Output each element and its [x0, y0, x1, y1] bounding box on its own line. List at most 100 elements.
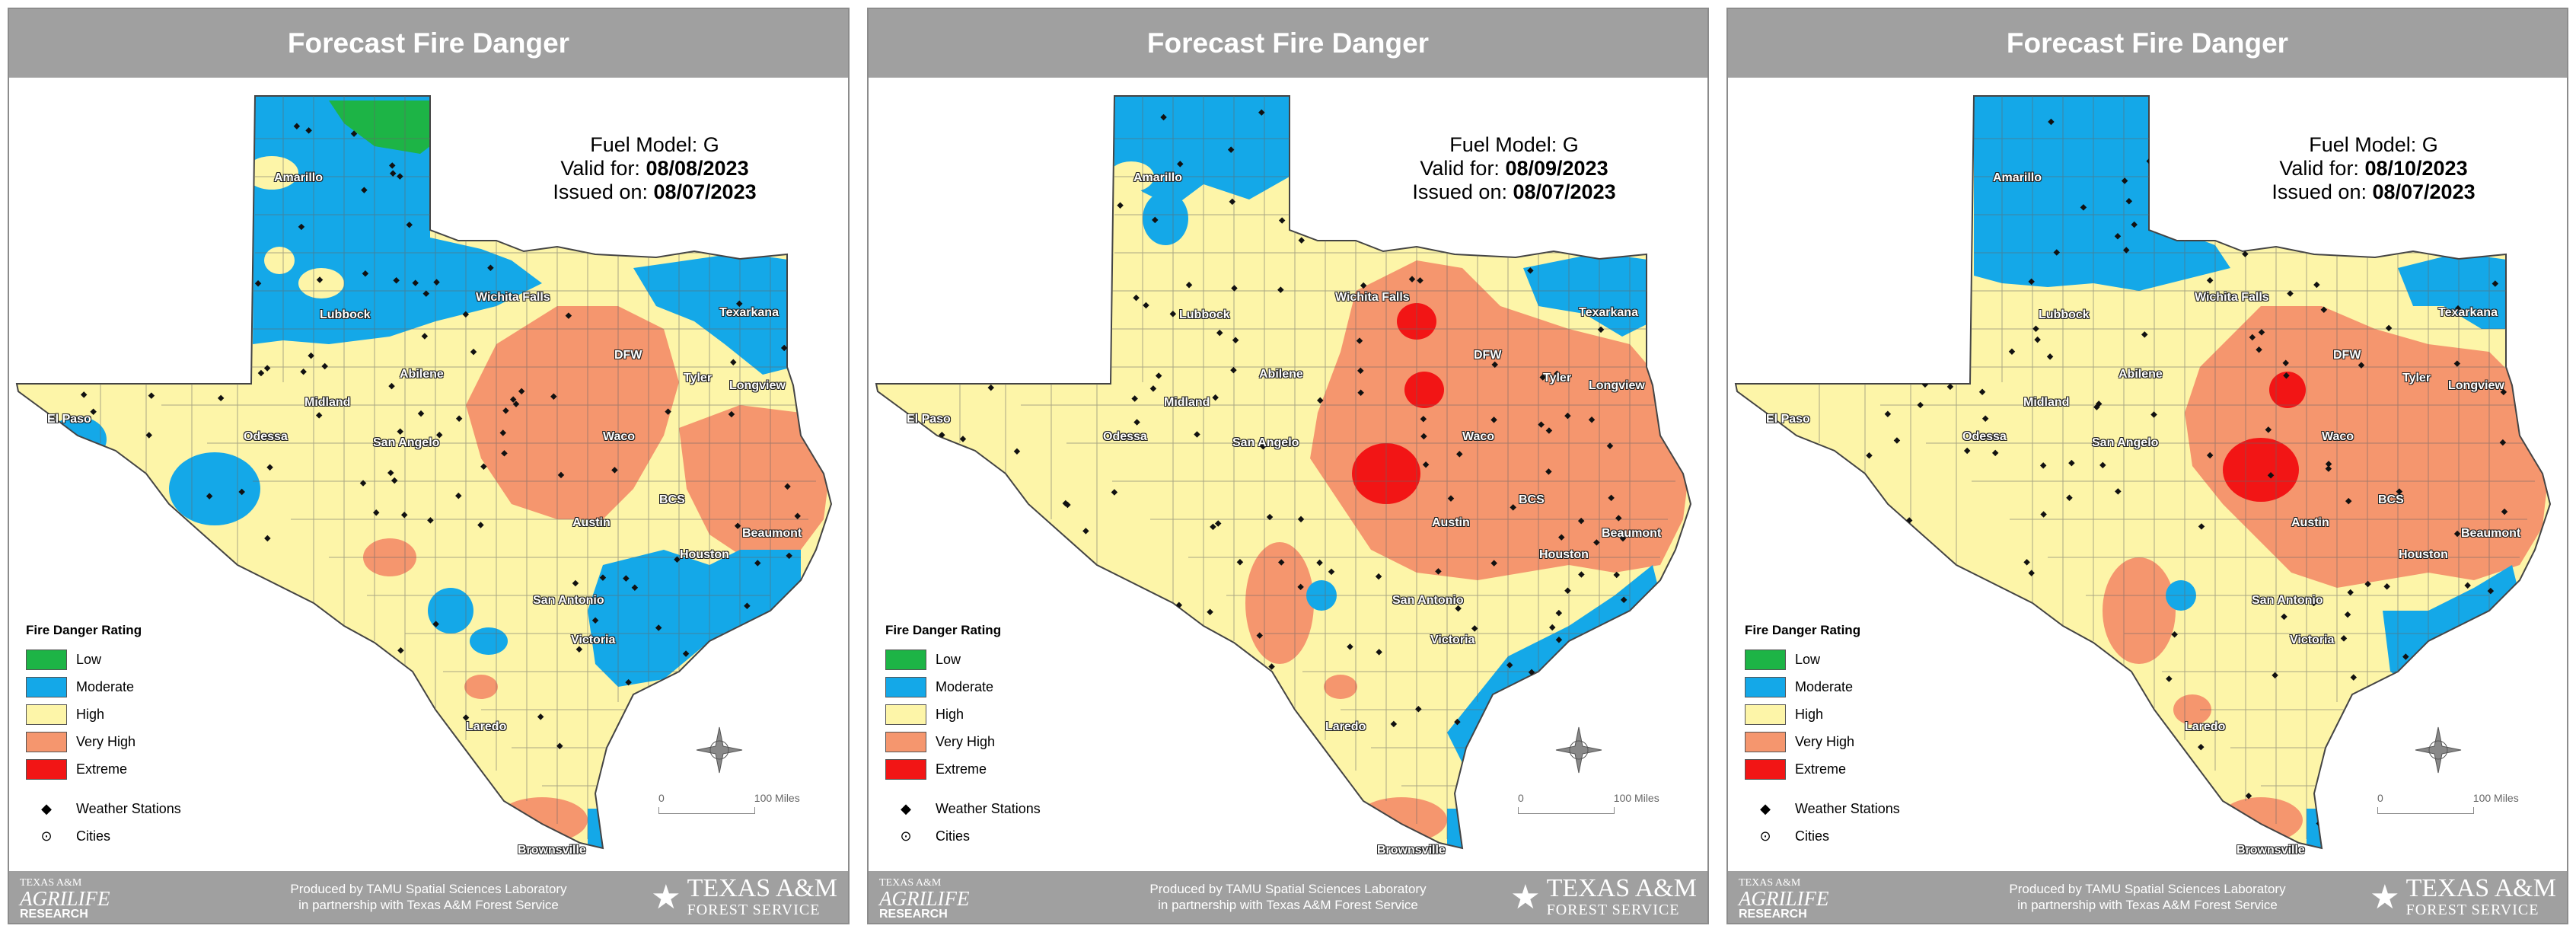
weather-station-marker [206, 493, 213, 500]
weather-station-icon: ◆ [901, 800, 911, 816]
legend-swatch-very-high [26, 731, 67, 752]
weather-station-marker [2192, 802, 2198, 809]
city-label-brownsville: Brownsville [518, 844, 586, 857]
footer-bar: TEXAS A&M AGRILIFE RESEARCH Produced by TA… [1728, 871, 2567, 923]
weather-station-marker [682, 650, 690, 657]
weather-station-marker [2320, 306, 2328, 314]
weather-station-marker [429, 145, 437, 152]
legend-row-low: Low [26, 646, 181, 673]
scale-bar: 0 100 Miles [2377, 792, 2519, 814]
weather-station-marker [1555, 637, 1563, 643]
panel-title: Forecast Fire Danger [9, 9, 848, 78]
weather-station-marker [1672, 374, 1679, 381]
city-label-midland: Midland [2023, 396, 2070, 409]
legend-swatch-low [885, 649, 926, 670]
city-label-brownsville: Brownsville [1377, 844, 1446, 857]
city-label-waco: Waco [1462, 430, 1495, 443]
forecast-info: Fuel Model: G Valid for: 08/09/2023 Issu… [1392, 133, 1636, 204]
weather-station-marker [2198, 523, 2205, 530]
city-label-tyler: Tyler [684, 372, 713, 385]
agrilife-logo: TEXAS A&M AGRILIFE RESEARCH [20, 877, 110, 921]
city-label-bcs: BCS [659, 493, 685, 506]
city-label-san-antonio: San Antonio [1392, 594, 1464, 607]
legend-row-very-high: Very High [26, 728, 181, 755]
credit-text: Produced by TAMU Spatial Sciences Labora… [2009, 882, 2286, 912]
weather-station-marker [2501, 624, 2508, 632]
weather-station-marker [556, 742, 563, 750]
compass-rose-icon [696, 726, 743, 774]
weather-station-marker [1912, 301, 1919, 308]
city-label-laredo: Laredo [2185, 720, 2226, 733]
weather-station-marker [1659, 363, 1666, 371]
weather-station-marker [784, 483, 791, 490]
city-label-san-antonio: San Antonio [2252, 594, 2323, 607]
city-label-longview: Longview [1589, 379, 1645, 392]
city-label-lubbock: Lubbock [1179, 308, 1230, 321]
legend-row-cities: ⊙ Cities [1745, 822, 1900, 850]
weather-station-marker [1357, 389, 1364, 397]
city-label-abilene: Abilene [400, 368, 444, 381]
weather-station-marker [1548, 624, 1556, 631]
weather-station-marker [229, 323, 236, 330]
legend-swatch-very-high [1745, 731, 1786, 752]
weather-station-marker [308, 352, 314, 359]
weather-station-marker [270, 678, 277, 685]
weather-station-marker [674, 556, 681, 563]
city-label-abilene: Abilene [2119, 368, 2163, 381]
weather-station-marker [1545, 468, 1552, 475]
city-label-bcs: BCS [2378, 493, 2404, 506]
credit-text: Produced by TAMU Spatial Sciences Labora… [290, 882, 567, 912]
forecast-info: Fuel Model: G Valid for: 08/10/2023 Issu… [2252, 133, 2495, 204]
weather-station-marker [2306, 207, 2313, 215]
weather-station-marker [1490, 417, 1497, 423]
legend-row-weather-stations: ◆ Weather Stations [885, 795, 1041, 822]
weather-station-marker [2023, 662, 2030, 670]
weather-station-marker [2283, 372, 2290, 379]
weather-station-marker [1641, 834, 1649, 841]
city-label-odessa: Odessa [1103, 430, 1147, 443]
weather-station-marker [1013, 448, 1021, 455]
weather-station-marker [1422, 461, 1430, 468]
weather-station-marker [1149, 385, 1157, 392]
weather-station-marker [397, 647, 404, 654]
weather-station-marker [298, 223, 305, 231]
forecast-panel-2: Forecast Fire Danger Fuel [859, 0, 1717, 932]
weather-station-marker [2099, 461, 2106, 469]
city-label-beaumont: Beaumont [2461, 527, 2521, 540]
weather-station-marker [2240, 189, 2248, 196]
weather-station-marker [1351, 205, 1359, 212]
weather-station-marker [1297, 583, 1304, 591]
legend-swatch-extreme [885, 758, 926, 780]
weather-station-marker [1510, 504, 1516, 511]
weather-station-marker [1834, 182, 1841, 190]
weather-station-marker [619, 203, 626, 210]
weather-station-marker [1564, 587, 1571, 594]
valid-for-text: Valid for: 08/09/2023 [1420, 157, 1608, 180]
weather-station-marker [462, 714, 470, 721]
city-label-midland: Midland [304, 396, 351, 409]
weather-station-marker [2525, 211, 2533, 219]
weather-station-marker [1780, 228, 1787, 235]
weather-station-marker [1279, 808, 1286, 815]
texas-map [16, 95, 832, 849]
weather-station-marker [315, 412, 323, 419]
fire-danger-legend: Fire Danger Rating Low Moderate High Ver… [885, 623, 1041, 850]
weather-station-marker [345, 798, 352, 806]
weather-station-marker [118, 226, 126, 233]
weather-station-marker [1934, 590, 1942, 597]
valid-date: 08/10/2023 [2364, 157, 2468, 180]
weather-station-marker [1169, 310, 1177, 318]
weather-station-marker [1347, 643, 1353, 650]
weather-station-marker [2141, 331, 2148, 338]
weather-station-marker [1231, 285, 1238, 292]
issued-date: 08/07/2023 [1513, 180, 1616, 203]
weather-station-marker [1454, 718, 1461, 726]
legend-swatch-low [26, 649, 67, 670]
weather-station-marker [157, 270, 164, 278]
weather-station-marker [1277, 559, 1285, 566]
weather-station-marker [422, 290, 430, 297]
city-label-amarillo: Amarillo [1133, 171, 1183, 184]
weather-station-marker [1152, 216, 1159, 224]
weather-station-marker [1782, 152, 1790, 159]
weather-station-marker [1593, 539, 1600, 546]
